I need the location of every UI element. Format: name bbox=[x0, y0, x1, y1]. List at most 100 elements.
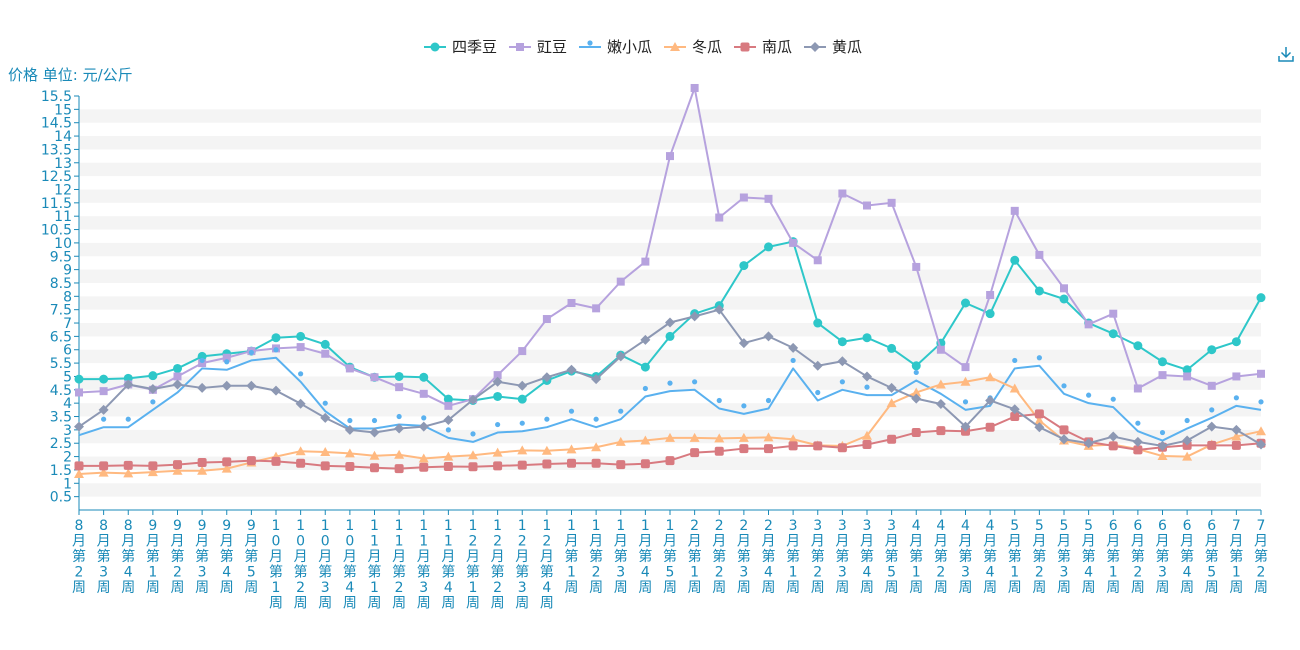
data-point bbox=[148, 461, 158, 471]
data-point bbox=[74, 374, 84, 384]
data-point bbox=[123, 379, 134, 390]
data-point bbox=[101, 416, 107, 422]
data-point bbox=[273, 347, 279, 353]
data-point bbox=[1010, 412, 1020, 422]
data-point bbox=[371, 417, 378, 424]
legend-item[interactable]: 豇豆 bbox=[509, 38, 567, 56]
legend: 四季豆 豇豆 嫩小瓜 冬瓜 南瓜 黄瓜 bbox=[424, 38, 862, 56]
data-point bbox=[1059, 425, 1069, 435]
data-point bbox=[986, 290, 995, 299]
x-axis: 8 月第 2 周 8 月第 3 周 8 月第 4 周 9 月第 1 周 9 月第 2 周 9 月第 3 周 9 月第 4 周 9 月第 5 周… bbox=[72, 509, 1268, 612]
y-tick-label: 8.5 bbox=[50, 276, 72, 292]
legend-item[interactable]: 黄瓜 bbox=[804, 38, 862, 56]
legend-item[interactable]: 南瓜 bbox=[734, 38, 792, 56]
y-tick-label: 6 bbox=[63, 343, 72, 359]
series-4 bbox=[74, 372, 1266, 478]
data-point bbox=[1132, 436, 1143, 447]
y-tick-label: 9 bbox=[63, 263, 72, 279]
x-tick-label: 8 月第 2 周 bbox=[72, 518, 86, 596]
data-point bbox=[321, 349, 330, 358]
data-point bbox=[714, 433, 725, 443]
data-point bbox=[1158, 371, 1167, 380]
data-point bbox=[1233, 395, 1239, 401]
data-point bbox=[542, 459, 552, 469]
legend-item[interactable]: 嫩小瓜 bbox=[579, 38, 652, 56]
data-point bbox=[960, 376, 971, 386]
data-point bbox=[1009, 383, 1020, 393]
data-point bbox=[763, 331, 774, 342]
data-point bbox=[666, 152, 674, 161]
data-point bbox=[1084, 320, 1093, 329]
y-axis-unit-label: 价格 单位: 元/公斤 bbox=[8, 66, 133, 84]
x-tick-label: 2 月第 3 周 bbox=[737, 518, 751, 596]
data-point bbox=[344, 448, 355, 458]
y-tick-label: 2 bbox=[63, 450, 72, 466]
data-point bbox=[298, 371, 304, 377]
x-tick-label: 9 月第 1 周 bbox=[146, 518, 160, 596]
data-point bbox=[985, 372, 996, 382]
data-point bbox=[492, 376, 503, 387]
data-point bbox=[962, 399, 969, 405]
data-point bbox=[197, 465, 208, 475]
y-tick-label: 5 bbox=[63, 369, 72, 385]
data-point bbox=[1183, 372, 1192, 381]
download-icon[interactable] bbox=[1276, 44, 1296, 64]
data-point bbox=[322, 400, 328, 406]
y-tick-label: 7 bbox=[63, 316, 72, 332]
data-point bbox=[345, 461, 355, 471]
data-point bbox=[716, 397, 722, 404]
data-point bbox=[224, 359, 230, 365]
y-tick-label: 13 bbox=[54, 156, 72, 172]
data-point bbox=[615, 351, 626, 362]
y-tick-label: 6.5 bbox=[50, 329, 72, 345]
y-tick-label: 13.5 bbox=[41, 142, 72, 158]
x-tick-label: 9 月第 2 周 bbox=[171, 518, 185, 596]
data-point bbox=[1182, 451, 1193, 461]
data-point bbox=[246, 456, 256, 466]
data-point bbox=[935, 379, 946, 389]
data-point bbox=[1061, 383, 1067, 389]
data-point bbox=[517, 445, 528, 455]
data-point bbox=[197, 351, 207, 361]
data-point bbox=[419, 462, 429, 472]
data-point bbox=[1256, 426, 1266, 436]
data-point bbox=[296, 458, 306, 468]
x-tick-label: 3 月第 4 周 bbox=[860, 518, 874, 596]
y-tick-label: 5.5 bbox=[50, 356, 72, 372]
data-point bbox=[1184, 417, 1190, 424]
legend-marker bbox=[740, 42, 750, 52]
data-point bbox=[961, 298, 970, 308]
data-point bbox=[1034, 409, 1044, 419]
data-point bbox=[492, 447, 503, 457]
data-point bbox=[296, 343, 305, 352]
data-point bbox=[173, 363, 182, 373]
data-point bbox=[790, 357, 796, 364]
data-point bbox=[493, 461, 503, 471]
data-point bbox=[123, 460, 133, 470]
data-point bbox=[838, 189, 847, 198]
data-point bbox=[544, 416, 550, 422]
legend-item[interactable]: 四季豆 bbox=[424, 38, 497, 56]
data-point bbox=[689, 432, 700, 442]
data-point bbox=[370, 373, 379, 382]
data-point bbox=[320, 412, 331, 423]
data-point bbox=[519, 420, 525, 426]
y-tick-label: 12.5 bbox=[41, 169, 72, 185]
data-point bbox=[837, 337, 847, 347]
legend-item[interactable]: 冬瓜 bbox=[664, 38, 722, 56]
series-line bbox=[78, 356, 1262, 443]
data-point bbox=[862, 333, 872, 343]
data-point bbox=[421, 415, 427, 421]
x-tick-label: 3 月第 1 周 bbox=[786, 518, 800, 596]
data-point bbox=[1083, 438, 1094, 449]
data-point bbox=[222, 457, 232, 467]
data-point bbox=[1108, 329, 1118, 339]
data-point bbox=[123, 468, 134, 478]
data-point bbox=[985, 309, 995, 319]
data-point bbox=[320, 447, 331, 457]
data-point bbox=[665, 317, 675, 328]
data-point bbox=[99, 461, 109, 471]
x-tick-label: 1 月第 4 周 bbox=[638, 518, 652, 596]
data-point bbox=[1209, 407, 1215, 413]
